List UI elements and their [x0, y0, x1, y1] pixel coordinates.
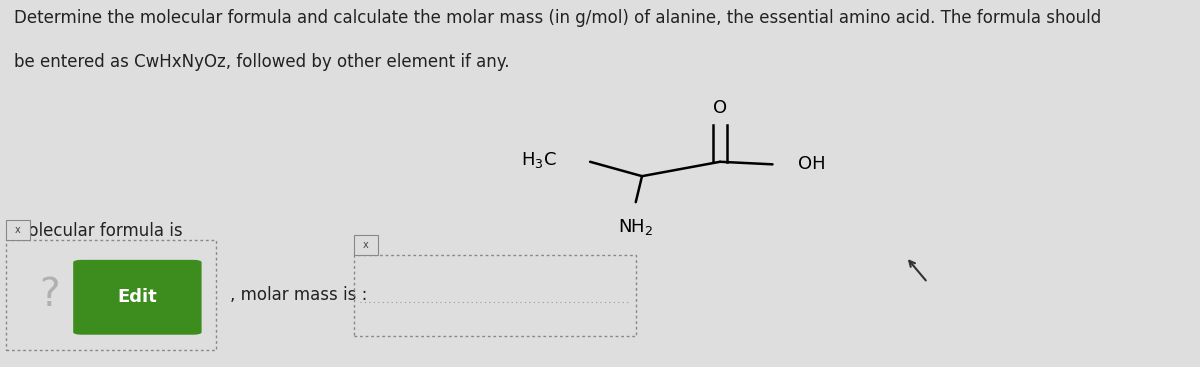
Text: Determine the molecular formula and calculate the molar mass (in g/mol) of alani: Determine the molecular formula and calc…: [14, 9, 1102, 27]
Text: Molecular formula is: Molecular formula is: [14, 222, 184, 240]
Text: ?: ?: [38, 276, 60, 315]
Text: x: x: [16, 225, 20, 235]
Text: , molar mass is :: , molar mass is :: [230, 286, 367, 305]
Polygon shape: [354, 235, 378, 255]
FancyBboxPatch shape: [73, 260, 202, 335]
Text: OH: OH: [798, 155, 826, 173]
Text: be entered as CwHxNyOz, followed by other element if any.: be entered as CwHxNyOz, followed by othe…: [14, 53, 510, 71]
Text: O: O: [713, 99, 727, 117]
Text: H$_3$C: H$_3$C: [521, 150, 557, 170]
Text: NH$_2$: NH$_2$: [618, 217, 654, 237]
Polygon shape: [6, 220, 30, 240]
Text: Edit: Edit: [118, 288, 157, 306]
Text: x: x: [364, 240, 368, 250]
